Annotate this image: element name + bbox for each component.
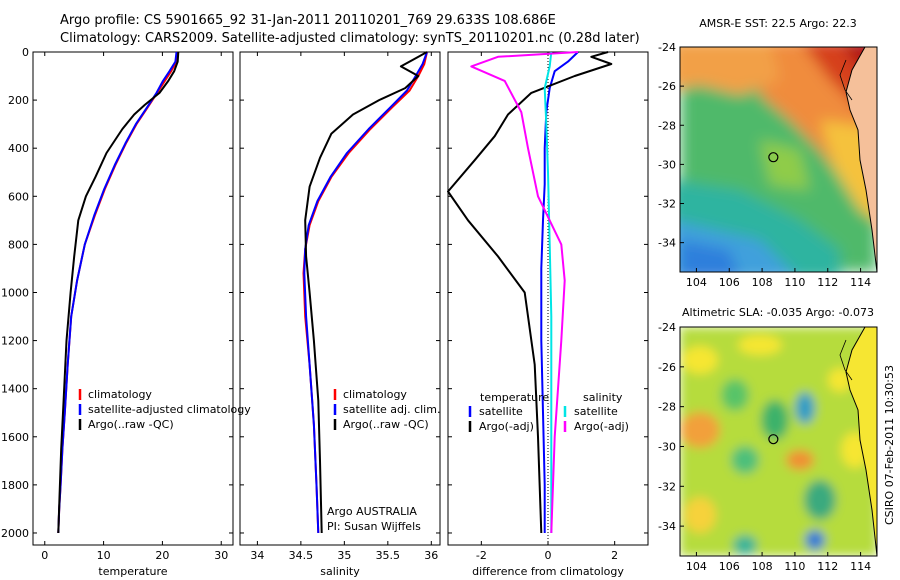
side-label: CSIRO 07-Feb-2011 10:30:53 <box>883 365 896 525</box>
x-tick-label: 106 <box>719 276 740 289</box>
sst-map: 104 106 108 110 112 114 -24 -26 -28 -30 -32 -34 <box>658 41 878 289</box>
series-line-1 <box>447 51 613 534</box>
x-tick-label: 112 <box>817 560 838 573</box>
x-tick-label: 0 <box>545 549 552 562</box>
x-tick-label: 108 <box>752 560 773 573</box>
x-tick-label: 104 <box>686 560 707 573</box>
salinity-panel: 34 34.5 35 35.5 36 salinity climatology satelli… <box>239 51 441 578</box>
y-tick-label: -24 <box>658 321 676 334</box>
map-frame <box>679 46 878 273</box>
legend-heading: temperature <box>480 391 549 404</box>
x-tick-label: 114 <box>850 276 871 289</box>
y-tick-label: -26 <box>658 80 676 93</box>
y-tick-label: -34 <box>658 237 676 250</box>
y-tick-label: 800 <box>8 238 29 251</box>
x-tick-label: 112 <box>817 276 838 289</box>
series-line-0 <box>302 51 428 534</box>
y-tick-label: 2000 <box>1 527 29 540</box>
y-tick-label: 1200 <box>1 335 29 348</box>
circle-marker-icon <box>768 152 779 163</box>
y-tick-label: -24 <box>658 41 676 54</box>
x-tick-label: -2 <box>476 549 487 562</box>
sla-field <box>680 327 877 556</box>
series-line-3 <box>470 51 579 534</box>
y-tick-label: 400 <box>8 142 29 155</box>
series-line-1 <box>57 51 178 534</box>
sst-field <box>680 47 877 272</box>
legend-entry: Argo(-adj) <box>574 420 629 433</box>
y-tick-label: -30 <box>658 158 676 171</box>
y-tick-label: -26 <box>658 361 676 374</box>
circle-marker-icon <box>768 434 779 445</box>
legend-entry: Argo(..raw -QC) <box>343 418 429 431</box>
x-tick-label: 34.5 <box>289 549 314 562</box>
y-tick-label: -32 <box>658 198 676 211</box>
y-tick-label: 600 <box>8 190 29 203</box>
x-tick-label: 34 <box>250 549 264 562</box>
map-frame <box>679 326 878 557</box>
annotation-text: PI: Susan Wijffels <box>327 520 421 533</box>
x-tick-label: 10 <box>97 549 111 562</box>
y-tick-label: 1800 <box>1 479 29 492</box>
series-line-0 <box>57 51 179 534</box>
legend-entry: satellite adj. clim. <box>343 403 440 416</box>
x-tick-label: 114 <box>850 560 871 573</box>
series-line-2 <box>57 51 180 534</box>
x-tick-label: 2 <box>611 549 618 562</box>
legend-entry: satellite-adjusted climatology <box>88 403 251 416</box>
legend-entry: climatology <box>88 388 152 401</box>
series-line-2 <box>304 51 428 534</box>
x-tick-label: 36 <box>424 549 438 562</box>
annotation-text: Argo AUSTRALIA <box>327 505 417 518</box>
x-axis-label: salinity <box>320 565 360 578</box>
sst-map-title: AMSR-E SST: 22.5 Argo: 22.3 <box>699 17 857 30</box>
x-axis-label: temperature <box>98 565 167 578</box>
legend-entry: Argo(..raw -QC) <box>88 418 174 431</box>
y-tick-label: 1000 <box>1 286 29 299</box>
x-axis-label: difference from climatology <box>472 565 624 578</box>
x-tick-label: 30 <box>214 549 228 562</box>
y-tick-label: -32 <box>658 480 676 493</box>
sla-map-title: Altimetric SLA: -0.035 Argo: -0.073 <box>682 306 874 319</box>
difference-panel: -2 0 2 difference from climatology temperatu… <box>447 51 649 578</box>
figure-title-line1: Argo profile: CS 5901665_92 31-Jan-2011 … <box>60 13 556 28</box>
y-tick-label: 1600 <box>1 431 29 444</box>
y-tick-label: 1400 <box>1 383 29 396</box>
legend-heading: salinity <box>583 391 623 404</box>
sla-map: 104 106 108 110 112 114 -24 -26 -28 -30 -32 -34 <box>658 321 878 573</box>
y-tick-label: 0 <box>22 46 29 59</box>
x-tick-label: 110 <box>784 276 805 289</box>
series-line-1 <box>303 51 428 534</box>
y-tick-label: -28 <box>658 401 676 414</box>
legend-entry: satellite <box>574 405 618 418</box>
x-tick-label: 110 <box>784 560 805 573</box>
figure-title-line2: Climatology: CARS2009. Satellite-adjuste… <box>60 31 640 46</box>
legend-entry: climatology <box>343 388 407 401</box>
x-tick-label: 104 <box>686 276 707 289</box>
temperature-panel: 0 10 20 30 0 200 400 600 800 1000 1200 1400 1600 1800… <box>1 46 251 578</box>
plot-frame <box>32 51 234 546</box>
x-tick-label: 0 <box>41 549 48 562</box>
plot-frame <box>239 51 441 546</box>
legend-entry: Argo(-adj) <box>479 420 534 433</box>
y-tick-label: 200 <box>8 94 29 107</box>
legend-entry: satellite <box>479 405 523 418</box>
sst-coastline <box>845 47 877 272</box>
x-tick-label: 35.5 <box>376 549 401 562</box>
series-line-2 <box>543 51 553 533</box>
x-tick-label: 20 <box>155 549 169 562</box>
y-tick-label: -30 <box>658 440 676 453</box>
x-tick-label: 106 <box>719 560 740 573</box>
y-tick-label: -28 <box>658 119 676 132</box>
series-line-0 <box>540 51 579 533</box>
x-tick-label: 108 <box>752 276 773 289</box>
y-tick-label: -34 <box>658 520 676 533</box>
x-tick-label: 35 <box>337 549 351 562</box>
sla-coastline <box>845 327 877 556</box>
